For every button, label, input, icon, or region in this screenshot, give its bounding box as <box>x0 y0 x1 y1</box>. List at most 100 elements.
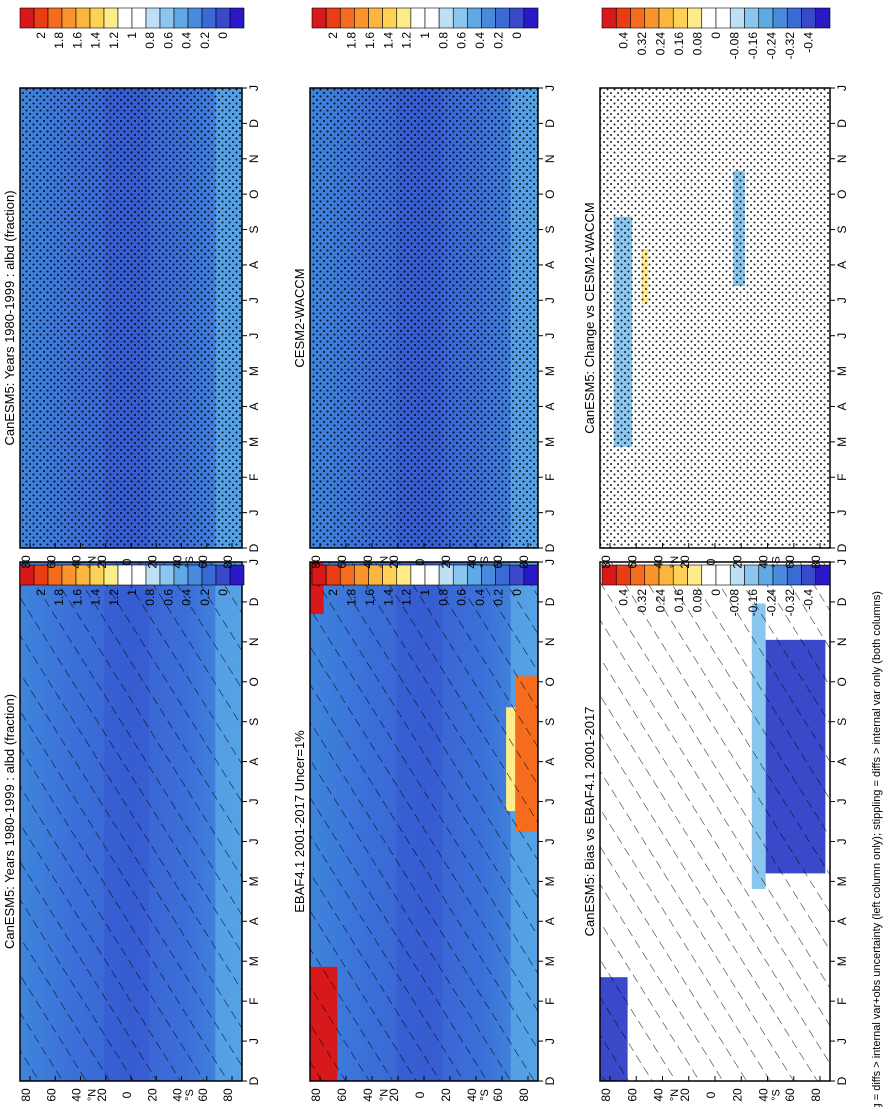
colorbar-label: 1.4 <box>89 589 103 606</box>
colorbar-label: -0.24 <box>765 589 779 617</box>
colorbar-swatch <box>467 7 482 29</box>
colorbar-swatch <box>523 564 539 586</box>
lat-label: 80 <box>19 1088 33 1102</box>
month-label: O <box>835 189 849 198</box>
stippling-overlay <box>310 88 538 548</box>
figure-footnote: hatching = diffs > internal var+obs unce… <box>871 591 883 1107</box>
colorbar-swatch <box>103 7 119 29</box>
colorbar-swatch <box>644 7 660 29</box>
lat-label: 80 <box>309 1088 323 1102</box>
colorbar-swatch <box>173 7 189 29</box>
lat-label: 60 <box>44 555 58 569</box>
month-label: A <box>543 917 557 925</box>
lat-label: 60 <box>44 1088 58 1102</box>
colorbar-swatch <box>687 7 703 29</box>
month-label: M <box>247 956 261 966</box>
lat-label: 80 <box>599 555 613 569</box>
month-label: O <box>247 677 261 686</box>
month-label: D <box>835 597 849 606</box>
lat-label: 80 <box>309 555 323 569</box>
month-label: S <box>835 226 849 234</box>
month-label: S <box>543 226 557 234</box>
colorbar-label: 1 <box>125 589 139 596</box>
colorbar-label: 2 <box>326 589 340 596</box>
month-label: O <box>543 677 557 686</box>
colorbar-label: 0.6 <box>161 589 175 606</box>
month-label: F <box>835 474 849 481</box>
month-label: N <box>835 638 849 647</box>
colorbar-label: 0.4 <box>616 32 630 49</box>
lat-label: 40 <box>361 555 375 569</box>
colorbar-label: 0.4 <box>616 589 630 606</box>
colorbar-label: 1.4 <box>89 32 103 49</box>
month-label: S <box>543 718 557 726</box>
colorbar-label: -0.08 <box>728 32 742 60</box>
month-label: A <box>835 758 849 766</box>
colorbar-label: 1.8 <box>52 32 66 49</box>
colorbar-swatch <box>131 7 147 29</box>
colorbar-swatch <box>368 7 383 29</box>
lat-label: 80 <box>809 1088 823 1102</box>
lat-label: 60 <box>196 1088 210 1102</box>
month-label: A <box>543 758 557 766</box>
month-label: D <box>247 119 261 128</box>
lat-label: 40 <box>757 1088 771 1102</box>
colorbar-swatch <box>729 7 745 29</box>
heatmap-plot: D J F M A M J J A S O N D J 80 60 40 20 0 20 40 60 80 °N °S CanES… <box>2 85 261 569</box>
panel-title: CESM2-WACCM <box>292 268 307 367</box>
colorbar-label: -0.4 <box>802 32 816 53</box>
lat-label: 60 <box>335 555 349 569</box>
colorbar-label: 1.2 <box>107 32 121 49</box>
month-label: M <box>835 366 849 376</box>
month-label: D <box>247 1076 261 1085</box>
colorbar-label: 1.6 <box>70 589 84 606</box>
colorbar-swatch <box>744 7 760 29</box>
lat-label: 60 <box>625 1088 639 1102</box>
colorbar-swatch <box>396 7 412 29</box>
lat-label: 0 <box>120 558 134 565</box>
colorbar-swatch <box>758 7 774 29</box>
colorbar-label: -0.32 <box>783 32 797 60</box>
lat-label: 0 <box>704 1091 718 1098</box>
colorbar-label: 1 <box>125 32 139 39</box>
colorbar-swatch <box>410 564 426 586</box>
colorbar-swatch <box>89 7 105 29</box>
month-label: J <box>247 510 261 516</box>
colorbar-label: 0.08 <box>690 32 704 56</box>
month-label: F <box>543 474 557 481</box>
colorbar-swatch <box>117 7 133 29</box>
lat-label: 40 <box>757 555 771 569</box>
colorbar-swatch <box>481 7 496 29</box>
lat-label: 80 <box>517 1088 531 1102</box>
colorbar-label: 0.8 <box>436 589 450 606</box>
hemisphere-s: °S <box>479 556 491 568</box>
month-label: D <box>543 543 557 552</box>
month-label: J <box>835 333 849 339</box>
month-label: M <box>835 437 849 447</box>
panel-6: D J F M A M J J A S O N D J 80 60 40 20 0 20 40 60 80 °N °S CanES… <box>582 7 849 569</box>
month-label: J <box>835 510 849 516</box>
colorbar-swatch <box>701 564 717 586</box>
month-label: M <box>835 876 849 886</box>
month-label: M <box>835 956 849 966</box>
colorbar-label: 1.6 <box>363 32 377 49</box>
panel-title: CanESM5: Change vs CESM2-WACCM <box>582 202 597 433</box>
month-label: J <box>835 1038 849 1044</box>
hemisphere-s: °S <box>770 556 782 568</box>
colorbar-label: 0.08 <box>690 589 704 613</box>
month-label: M <box>247 366 261 376</box>
colorbar-label: 1.8 <box>345 589 359 606</box>
month-label: J <box>247 333 261 339</box>
lat-label: 80 <box>19 555 33 569</box>
colorbar-label: 1.4 <box>381 32 395 49</box>
month-label: A <box>247 758 261 766</box>
hemisphere-n: °N <box>379 556 391 568</box>
month-label: D <box>543 597 557 606</box>
lat-label: 20 <box>95 1088 109 1102</box>
colorbar-label: 0.2 <box>198 589 212 606</box>
colorbar-label: 0.6 <box>455 589 469 606</box>
month-label: M <box>543 437 557 447</box>
hemisphere-n: °N <box>86 556 98 568</box>
